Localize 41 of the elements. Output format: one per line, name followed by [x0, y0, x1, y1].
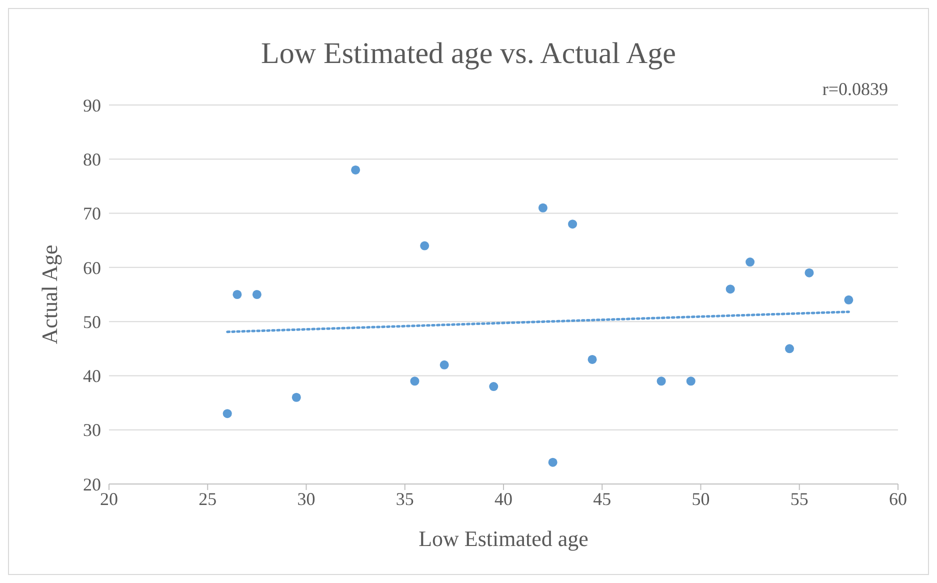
point [222, 409, 232, 418]
point [292, 392, 301, 402]
y-tick-label: 40 [83, 366, 101, 386]
chart-title: Low Estimated age vs. Actual Age [260, 37, 677, 71]
x-tick-label: 20 [100, 488, 118, 509]
point [420, 241, 430, 250]
point [588, 354, 597, 364]
point [232, 290, 242, 300]
x-tick-label: 35 [396, 488, 414, 509]
point [656, 376, 666, 386]
point [785, 344, 794, 354]
x-tick-label: 30 [297, 488, 316, 509]
point [538, 203, 548, 212]
y-tick-label: 70 [83, 204, 101, 224]
point [252, 290, 262, 300]
text: r=0.0839 [822, 79, 888, 100]
x-axis-title: Low Estimated age [418, 526, 588, 551]
y-tick-label: 50 [83, 312, 101, 332]
y-tick-label: 90 [83, 95, 101, 116]
point [548, 458, 558, 467]
point [489, 382, 498, 392]
point [844, 295, 854, 304]
point [726, 284, 735, 294]
point [568, 220, 578, 229]
point [440, 360, 449, 370]
y-tick-label: 20 [83, 474, 101, 494]
x-tick-label: 40 [494, 488, 512, 509]
x-tick-label: 55 [790, 488, 808, 509]
y-tick-label: 80 [83, 150, 101, 170]
y-axis-title: Actual Age [36, 244, 62, 344]
x-tick-label: 60 [889, 488, 907, 509]
y-tick-label: 30 [83, 420, 101, 440]
point [746, 258, 755, 267]
x-tick-label: 25 [198, 488, 217, 509]
point [351, 165, 360, 174]
x-tick-label: 50 [692, 488, 710, 509]
y-tick-label: 60 [83, 258, 101, 278]
point [686, 376, 696, 386]
x-tick-label: 45 [593, 488, 612, 509]
point [804, 268, 814, 278]
point [410, 376, 420, 386]
